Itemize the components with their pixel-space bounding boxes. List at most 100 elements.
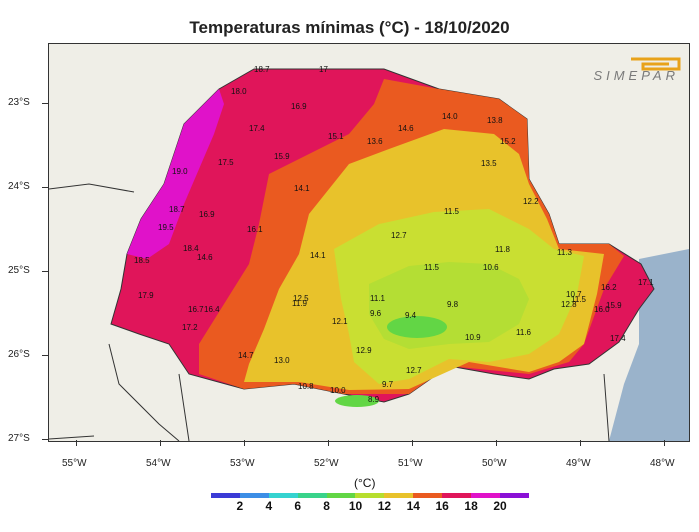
lat-label: 26°S — [8, 349, 30, 360]
station-value: 14.1 — [294, 184, 310, 193]
lon-label: 54°W — [146, 458, 171, 469]
station-value: 12.2 — [523, 197, 539, 206]
station-value: 9.8 — [447, 300, 459, 309]
station-value: 12.9 — [356, 346, 372, 355]
map-title: Temperaturas mínimas (°C) - 18/10/2020 — [189, 18, 510, 37]
lat-tick — [42, 271, 48, 272]
legend-label: 10 — [348, 499, 363, 513]
legend-label: 2 — [236, 499, 244, 513]
station-value: 10.0 — [330, 386, 346, 395]
lon-tick — [580, 440, 581, 446]
legend-swatch — [355, 493, 385, 498]
legend-label: 4 — [265, 499, 273, 513]
legend-swatch — [384, 493, 414, 498]
station-value: 11.5 — [444, 207, 460, 216]
station-value: 15.2 — [500, 137, 516, 146]
station-value: 10.9 — [465, 333, 481, 342]
legend-label: 18 — [464, 499, 478, 513]
lon-label: 52°W — [314, 458, 339, 469]
temperature-map: 18.7 17 18.0 16.9 17.4 17.5 15.9 19.0 18.7 16.9 19… — [49, 65, 689, 441]
station-value: 12.5 — [293, 294, 309, 303]
station-value: 14.0 — [442, 112, 458, 121]
station-value: 12.1 — [332, 317, 348, 326]
lat-label: 27°S — [8, 433, 30, 444]
magenta-zone — [127, 89, 224, 259]
legend-label: 6 — [294, 499, 302, 513]
lon-tick — [664, 440, 665, 446]
station-value: 18.7 — [169, 205, 185, 214]
station-value: 13.5 — [481, 159, 497, 168]
legend-swatch — [471, 493, 500, 498]
station-value: 11.8 — [495, 245, 511, 254]
station-value: 17.4 — [610, 334, 626, 343]
map-panel: 18.7 17 18.0 16.9 17.4 17.5 15.9 19.0 18.7 16.9 19… — [48, 43, 690, 442]
station-value: 19.0 — [172, 167, 188, 176]
station-value: 15.9 — [606, 301, 622, 310]
station-value: 17.1 — [638, 278, 654, 287]
station-value: 11.9 — [292, 299, 308, 308]
legend-swatch — [268, 493, 298, 498]
lon-label: 48°W — [650, 458, 675, 469]
legend-label: 8 — [323, 499, 330, 513]
station-value: 16.0 — [594, 305, 610, 314]
station-value: 9.7 — [382, 380, 394, 389]
lon-label: 55°W — [62, 458, 87, 469]
station-value: 16.7 — [188, 305, 204, 314]
green-spot-south — [335, 395, 379, 407]
station-value: 12.7 — [391, 231, 407, 240]
legend-label: 14 — [406, 499, 420, 513]
station-value: 11.5 — [571, 295, 587, 304]
station-value: 17.9 — [138, 291, 154, 300]
lon-tick — [496, 440, 497, 446]
station-value: 8.9 — [368, 395, 380, 404]
station-value: 14.6 — [398, 124, 414, 133]
lat-label: 23°S — [8, 97, 30, 108]
lon-tick — [412, 440, 413, 446]
station-value: 11.6 — [516, 328, 532, 337]
legend-swatch — [211, 493, 240, 498]
station-value: 15.1 — [328, 132, 344, 141]
legend-swatch — [442, 493, 472, 498]
station-value: 18.0 — [231, 87, 247, 96]
legend-swatch — [297, 493, 327, 498]
station-values: 18.7 17 18.0 16.9 17.4 17.5 15.9 19.0 18.7 16.9 19… — [134, 65, 654, 404]
station-value: 11.5 — [424, 263, 440, 272]
station-value: 16.9 — [291, 102, 307, 111]
station-value: 13.8 — [487, 116, 503, 125]
ocean-area — [609, 249, 689, 441]
lon-label: 49°W — [566, 458, 591, 469]
station-value: 18.5 — [134, 256, 150, 265]
station-value: 13.6 — [367, 137, 383, 146]
legend-labels: 2 4 6 8 10 12 14 16 18 20 — [211, 499, 531, 515]
station-value: 12.7 — [406, 366, 422, 375]
lon-label: 50°W — [482, 458, 507, 469]
station-value: 17.4 — [249, 124, 265, 133]
lat-tick — [42, 103, 48, 104]
station-value: 10.8 — [298, 382, 314, 391]
station-value: 17 — [319, 65, 328, 74]
simepar-logo-icon — [631, 57, 681, 71]
legend-colorbar — [211, 493, 529, 498]
legend-label: 20 — [493, 499, 507, 513]
station-value: 17.5 — [218, 158, 234, 167]
station-value: 18.7 — [254, 65, 270, 74]
lat-tick — [42, 439, 48, 440]
legend-label: 12 — [377, 499, 392, 513]
legend-swatch — [239, 493, 269, 498]
station-value: 14.7 — [238, 351, 254, 360]
station-value: 16.2 — [601, 283, 617, 292]
legend-swatch — [326, 493, 356, 498]
station-value: 19.5 — [158, 223, 174, 232]
station-value: 14.6 — [197, 253, 213, 262]
lon-tick — [76, 440, 77, 446]
lon-tick — [244, 440, 245, 446]
station-value: 10.6 — [483, 263, 499, 272]
station-value: 15.9 — [274, 152, 290, 161]
legend-label: 16 — [435, 499, 449, 513]
lat-tick — [42, 187, 48, 188]
outside-borders — [49, 183, 610, 441]
legend-unit: (°C) — [354, 476, 376, 490]
logo-text: SIMEPAR — [593, 68, 679, 83]
station-value: 16.4 — [204, 305, 220, 314]
lon-label: 51°W — [398, 458, 423, 469]
